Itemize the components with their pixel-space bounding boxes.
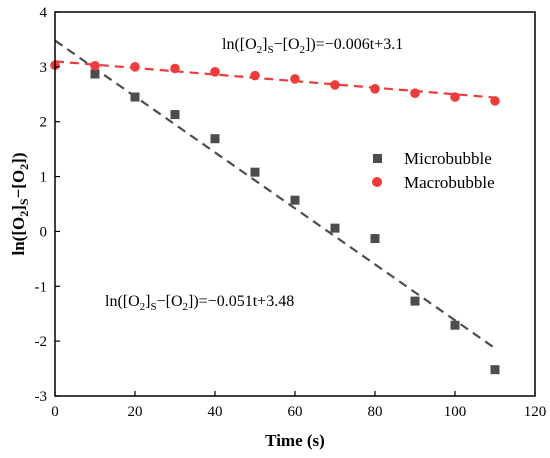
legend: Microbubble Macrobubble bbox=[372, 149, 495, 192]
data-point-microbubble bbox=[330, 223, 340, 233]
data-point-macrobubble bbox=[490, 96, 500, 106]
fit-line-macrobubble bbox=[54, 60, 496, 99]
micro-equation-annotation: ln([O2]S−[O2])=−0.051t+3.48 bbox=[105, 293, 294, 313]
data-point-microbubble bbox=[170, 110, 180, 120]
data-point-macrobubble bbox=[410, 88, 420, 98]
data-markers bbox=[50, 60, 500, 375]
axis-ticks: 0 20 40 60 80 100 120 -3 -2 -1 0 1 2 3 4 bbox=[35, 5, 547, 420]
data-point-macrobubble bbox=[90, 60, 100, 71]
data-point-microbubble bbox=[410, 296, 420, 306]
data-point-microbubble bbox=[210, 134, 220, 144]
x-tick-label: 120 bbox=[524, 404, 547, 420]
data-point-microbubble bbox=[250, 167, 260, 177]
data-point-microbubble bbox=[290, 195, 300, 205]
data-point-macrobubble bbox=[290, 74, 300, 84]
data-point-microbubble bbox=[90, 69, 100, 79]
data-point-macrobubble bbox=[370, 84, 380, 94]
y-tick-label: -2 bbox=[35, 334, 48, 350]
y-axis-title: ln([O2]S−[O2]) bbox=[9, 153, 31, 256]
x-tick-label: 0 bbox=[51, 404, 59, 420]
y-tick-label: -3 bbox=[35, 389, 48, 405]
x-axis-title: Time (s) bbox=[265, 431, 325, 450]
legend-label-microbubble: Microbubble bbox=[404, 149, 492, 168]
legend-marker-microbubble bbox=[373, 154, 382, 163]
y-tick-label: 0 bbox=[40, 224, 48, 240]
x-tick-label: 40 bbox=[208, 404, 223, 420]
x-tick-label: 60 bbox=[288, 404, 303, 420]
x-tick-label: 20 bbox=[128, 404, 143, 420]
y-tick-label: 3 bbox=[40, 60, 48, 76]
data-point-macrobubble bbox=[170, 63, 180, 74]
data-point-microbubble bbox=[450, 320, 460, 330]
macro-equation-annotation: ln([O2]S−[O2])=−0.006t+3.1 bbox=[222, 36, 403, 56]
y-tick-label: 4 bbox=[40, 5, 48, 21]
data-point-macrobubble bbox=[330, 80, 340, 90]
x-tick-label: 100 bbox=[444, 404, 467, 420]
data-point-microbubble bbox=[490, 365, 500, 375]
data-point-microbubble bbox=[130, 92, 140, 102]
y-tick-label: 1 bbox=[40, 170, 48, 186]
data-point-macrobubble bbox=[450, 92, 460, 102]
x-tick-label: 80 bbox=[368, 404, 383, 420]
fit-lines bbox=[54, 39, 496, 350]
legend-label-macrobubble: Macrobubble bbox=[404, 173, 495, 192]
data-point-microbubble bbox=[370, 234, 380, 244]
y-tick-label: 2 bbox=[40, 115, 48, 131]
data-point-macrobubble bbox=[130, 62, 140, 72]
legend-marker-macrobubble bbox=[372, 177, 382, 187]
data-point-macrobubble bbox=[250, 70, 260, 81]
y-tick-label: -1 bbox=[35, 279, 48, 295]
data-point-macrobubble bbox=[210, 66, 220, 77]
